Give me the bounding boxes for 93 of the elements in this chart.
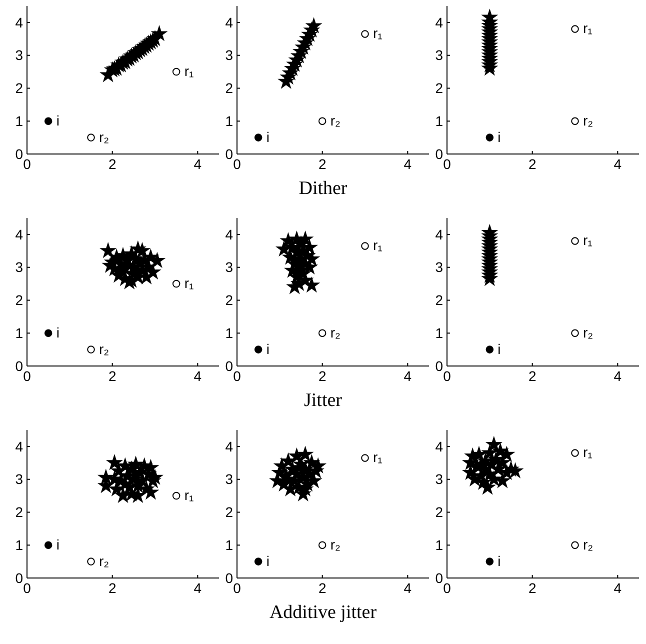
annotation: i	[56, 112, 60, 128]
annotation: r₁	[583, 232, 593, 248]
y-tick-label: 4	[15, 14, 24, 30]
annotation: i	[266, 128, 270, 145]
annotation: r₁	[373, 25, 383, 42]
y-tick-label: 2	[225, 292, 234, 308]
x-axis-title: Jitter	[304, 390, 343, 411]
y-tick-label: 4	[225, 438, 234, 454]
y-tick-label: 4	[15, 226, 24, 242]
x-tick-label: 2	[318, 368, 326, 384]
y-tick-label: 2	[435, 292, 444, 308]
y-tick-label: 0	[435, 146, 444, 162]
annotation: r₂	[583, 536, 594, 552]
x-tick-label: 4	[194, 580, 202, 596]
x-tick-label: 2	[528, 156, 536, 172]
x-tick-label: 4	[194, 156, 202, 172]
y-tick-label: 3	[15, 259, 24, 276]
x-tick-label: 2	[318, 580, 326, 596]
y-tick-label: 3	[435, 47, 444, 64]
x-tick-label: 2	[108, 580, 116, 596]
x-axis-title: Dither	[298, 178, 348, 199]
y-tick-label: 1	[15, 113, 24, 130]
y-tick-label: 1	[225, 325, 234, 342]
annotation: r₁	[184, 486, 194, 503]
y-tick-label: 3	[225, 47, 234, 64]
y-tick-label: 3	[435, 259, 444, 276]
y-tick-label: 2	[15, 292, 24, 308]
x-tick-label: 4	[194, 368, 202, 384]
y-tick-label: 1	[15, 537, 24, 554]
y-tick-label: 1	[435, 325, 444, 342]
y-tick-label: 1	[15, 325, 24, 342]
y-tick-label: 3	[435, 471, 444, 488]
x-tick-label: 2	[108, 156, 116, 172]
annotation: r₁	[373, 237, 383, 254]
y-tick-label: 0	[15, 146, 24, 162]
annotation: i	[498, 552, 501, 569]
y-tick-label: 4	[225, 14, 234, 30]
y-tick-label: 0	[225, 146, 234, 162]
y-tick-label: 1	[435, 537, 444, 554]
x-tick-label: 4	[404, 368, 412, 384]
x-axis-title: Additive jitter	[269, 602, 378, 623]
y-tick-label: 4	[435, 226, 444, 242]
annotation: i	[266, 552, 270, 569]
y-tick-label: 2	[15, 80, 24, 96]
y-tick-label: 2	[225, 504, 234, 520]
annotation: r₂	[583, 324, 594, 340]
y-tick-label: 0	[15, 358, 24, 374]
x-tick-label: 2	[318, 156, 326, 172]
y-tick-label: 2	[225, 80, 234, 96]
y-tick-label: 4	[435, 438, 444, 454]
y-tick-label: 1	[225, 113, 234, 130]
annotation: r₁	[184, 274, 194, 291]
x-tick-label: 4	[614, 580, 622, 596]
y-tick-label: 2	[435, 504, 444, 520]
y-tick-label: 3	[15, 471, 24, 488]
annotation: r₁	[583, 444, 593, 460]
x-tick-label: 4	[614, 368, 622, 384]
annotation: i	[498, 340, 501, 357]
y-tick-label: 1	[435, 113, 444, 130]
y-tick-label: 1	[225, 537, 234, 554]
y-tick-label: 3	[225, 259, 234, 276]
x-tick-label: 4	[614, 156, 622, 172]
annotation: r₂	[330, 536, 340, 552]
annotation: r₂	[99, 128, 110, 145]
y-tick-label: 3	[225, 471, 234, 488]
y-tick-label: 4	[435, 14, 444, 30]
x-tick-label: 4	[404, 156, 412, 172]
annotation: r₂	[99, 340, 110, 357]
y-tick-label: 3	[15, 47, 24, 64]
annotation: r₂	[330, 112, 340, 128]
annotation: r₁	[373, 449, 383, 466]
annotation: r₂	[583, 112, 594, 128]
y-tick-label: 4	[225, 226, 234, 242]
y-tick-label: 4	[15, 438, 24, 454]
y-tick-label: 0	[435, 358, 444, 374]
x-tick-label: 2	[528, 580, 536, 596]
y-tick-label: 0	[435, 570, 444, 586]
annotation: r₁	[583, 20, 593, 36]
y-tick-label: 0	[15, 570, 24, 586]
x-tick-label: 4	[404, 580, 412, 596]
annotation: r₁	[184, 62, 194, 79]
y-tick-label: 2	[15, 504, 24, 520]
annotation: i	[56, 324, 60, 340]
annotation: i	[498, 128, 501, 145]
y-tick-label: 0	[225, 358, 234, 374]
annotation: r₂	[330, 324, 340, 340]
annotation: i	[56, 536, 60, 552]
x-tick-label: 2	[108, 368, 116, 384]
annotation: i	[266, 340, 270, 357]
annotation: r₂	[99, 552, 110, 569]
x-tick-label: 2	[528, 368, 536, 384]
y-tick-label: 2	[435, 80, 444, 96]
y-tick-label: 0	[225, 570, 234, 586]
